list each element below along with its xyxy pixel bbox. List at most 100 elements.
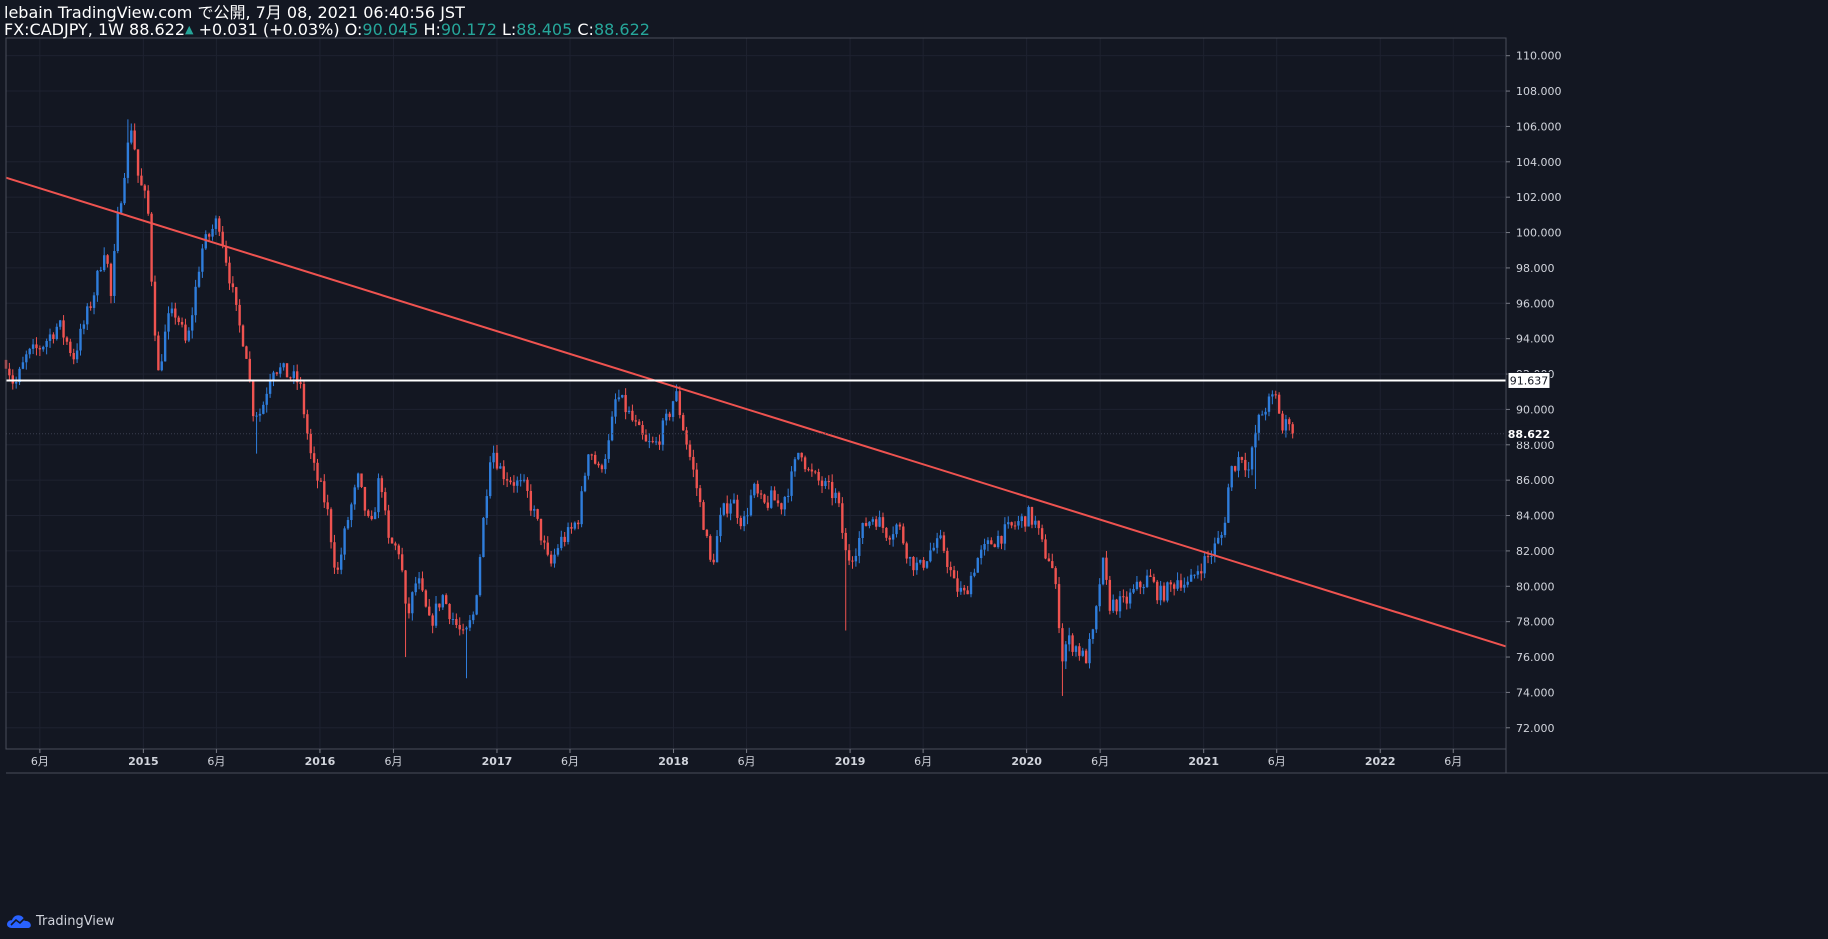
price-tick-label: 76.000 [1516,651,1555,664]
symbol-label[interactable]: FX:CADJPY, 1W [4,20,124,39]
candle-body [289,377,292,379]
candle-body [177,317,180,322]
price-tick-label: 96.000 [1516,297,1555,310]
candle-body [400,554,404,571]
candle-body [35,344,38,349]
candle-body [411,592,414,614]
price-tick-label: 80.000 [1516,580,1555,593]
candle-body [1034,520,1037,525]
candle-body [895,524,898,535]
candle-body [292,371,296,378]
plot-border [5,37,1507,750]
candle-body [800,452,803,458]
candle-body [949,566,952,571]
candle-body [526,479,529,491]
candle-body [610,416,614,441]
candle-body [160,361,163,371]
tradingview-branding[interactable]: TradingView [6,910,115,932]
candle-body [709,536,712,560]
candle-body [268,381,272,394]
candle-body [214,218,218,229]
candle-body [82,324,86,329]
candle-body [211,228,214,237]
candle-body [18,368,21,383]
candle-body [326,502,329,510]
candle-body [1017,521,1020,526]
candle-body [661,420,665,445]
candle-body [224,245,228,263]
candle-body [48,334,52,341]
candle-body [560,536,563,549]
candle-body [1237,457,1240,471]
candle-body [824,481,827,487]
open-value: 90.045 [362,20,419,39]
candle-body [285,363,289,378]
last-price-label-box [1508,425,1550,442]
candle-body [1274,394,1277,396]
high-label: H: [423,20,441,39]
candle-body [817,471,820,481]
candle-body [935,538,939,548]
candle-body [1125,596,1128,604]
price-tick-label: 74.000 [1516,686,1555,699]
candle-body [1044,539,1047,559]
candle-body [1179,580,1183,588]
trendline[interactable] [5,176,1507,648]
candle-body [912,557,915,571]
candle-body [807,469,810,471]
candle-body [969,575,973,595]
candle-body [1152,576,1156,582]
candle-body [75,350,79,360]
candle-body [89,306,92,308]
candle-body [1203,556,1206,574]
candle-body [587,454,590,476]
time-tick-label: 6月 [561,755,579,768]
candle-body [1084,650,1088,664]
candle-body [475,595,478,615]
candle-body [607,440,610,459]
candle-body [309,433,312,454]
horizontal-level-label: 91.637 [1510,374,1549,387]
candle-body [1233,466,1237,471]
price-tick-label: 86.000 [1516,474,1555,487]
candle-body [1030,507,1034,525]
candle-body [350,504,353,521]
candle-body [255,415,258,417]
candle-body [685,430,688,445]
candle-body [891,534,895,540]
candle-body [1206,556,1210,558]
candle-body [448,603,451,620]
price-axis[interactable]: 72.000 74.000 76.000 78.000 80.000 82.000 84.0… [1506,50,1562,735]
candle-body [478,557,482,596]
time-axis[interactable]: 6月 2015 6月 2016 6月 2017 6月 2018 6月 2019 6月 2020 6月 20… [31,749,1462,768]
candle-body [898,524,902,527]
candle-body [759,493,763,495]
time-tick-label: 2022 [1365,755,1396,768]
candle-body [722,503,726,515]
candle-body [1081,650,1084,656]
candle-body [265,393,268,405]
candle-body [726,503,729,514]
horizontal-level-label-box [1507,371,1551,389]
candle-body [340,554,343,570]
candle-body [279,367,282,374]
candle-body [438,603,441,608]
price-labels: 91.637 88.622 [1507,371,1551,442]
candle-body [282,363,285,368]
candle-body [1277,394,1281,414]
candle-body [1047,558,1051,562]
candle-body [485,496,489,518]
candle-body [590,454,593,456]
candle-body [966,590,969,595]
candle-body [356,473,360,488]
drawing-lines[interactable] [5,176,1507,648]
candle-body [1267,396,1271,412]
candle-body [1139,581,1142,588]
candle-body [566,527,570,542]
candle-body [1210,555,1213,557]
candle-body [600,465,604,470]
candle-body [1176,580,1179,589]
candle-body [1186,581,1189,585]
candle-body [45,340,48,347]
